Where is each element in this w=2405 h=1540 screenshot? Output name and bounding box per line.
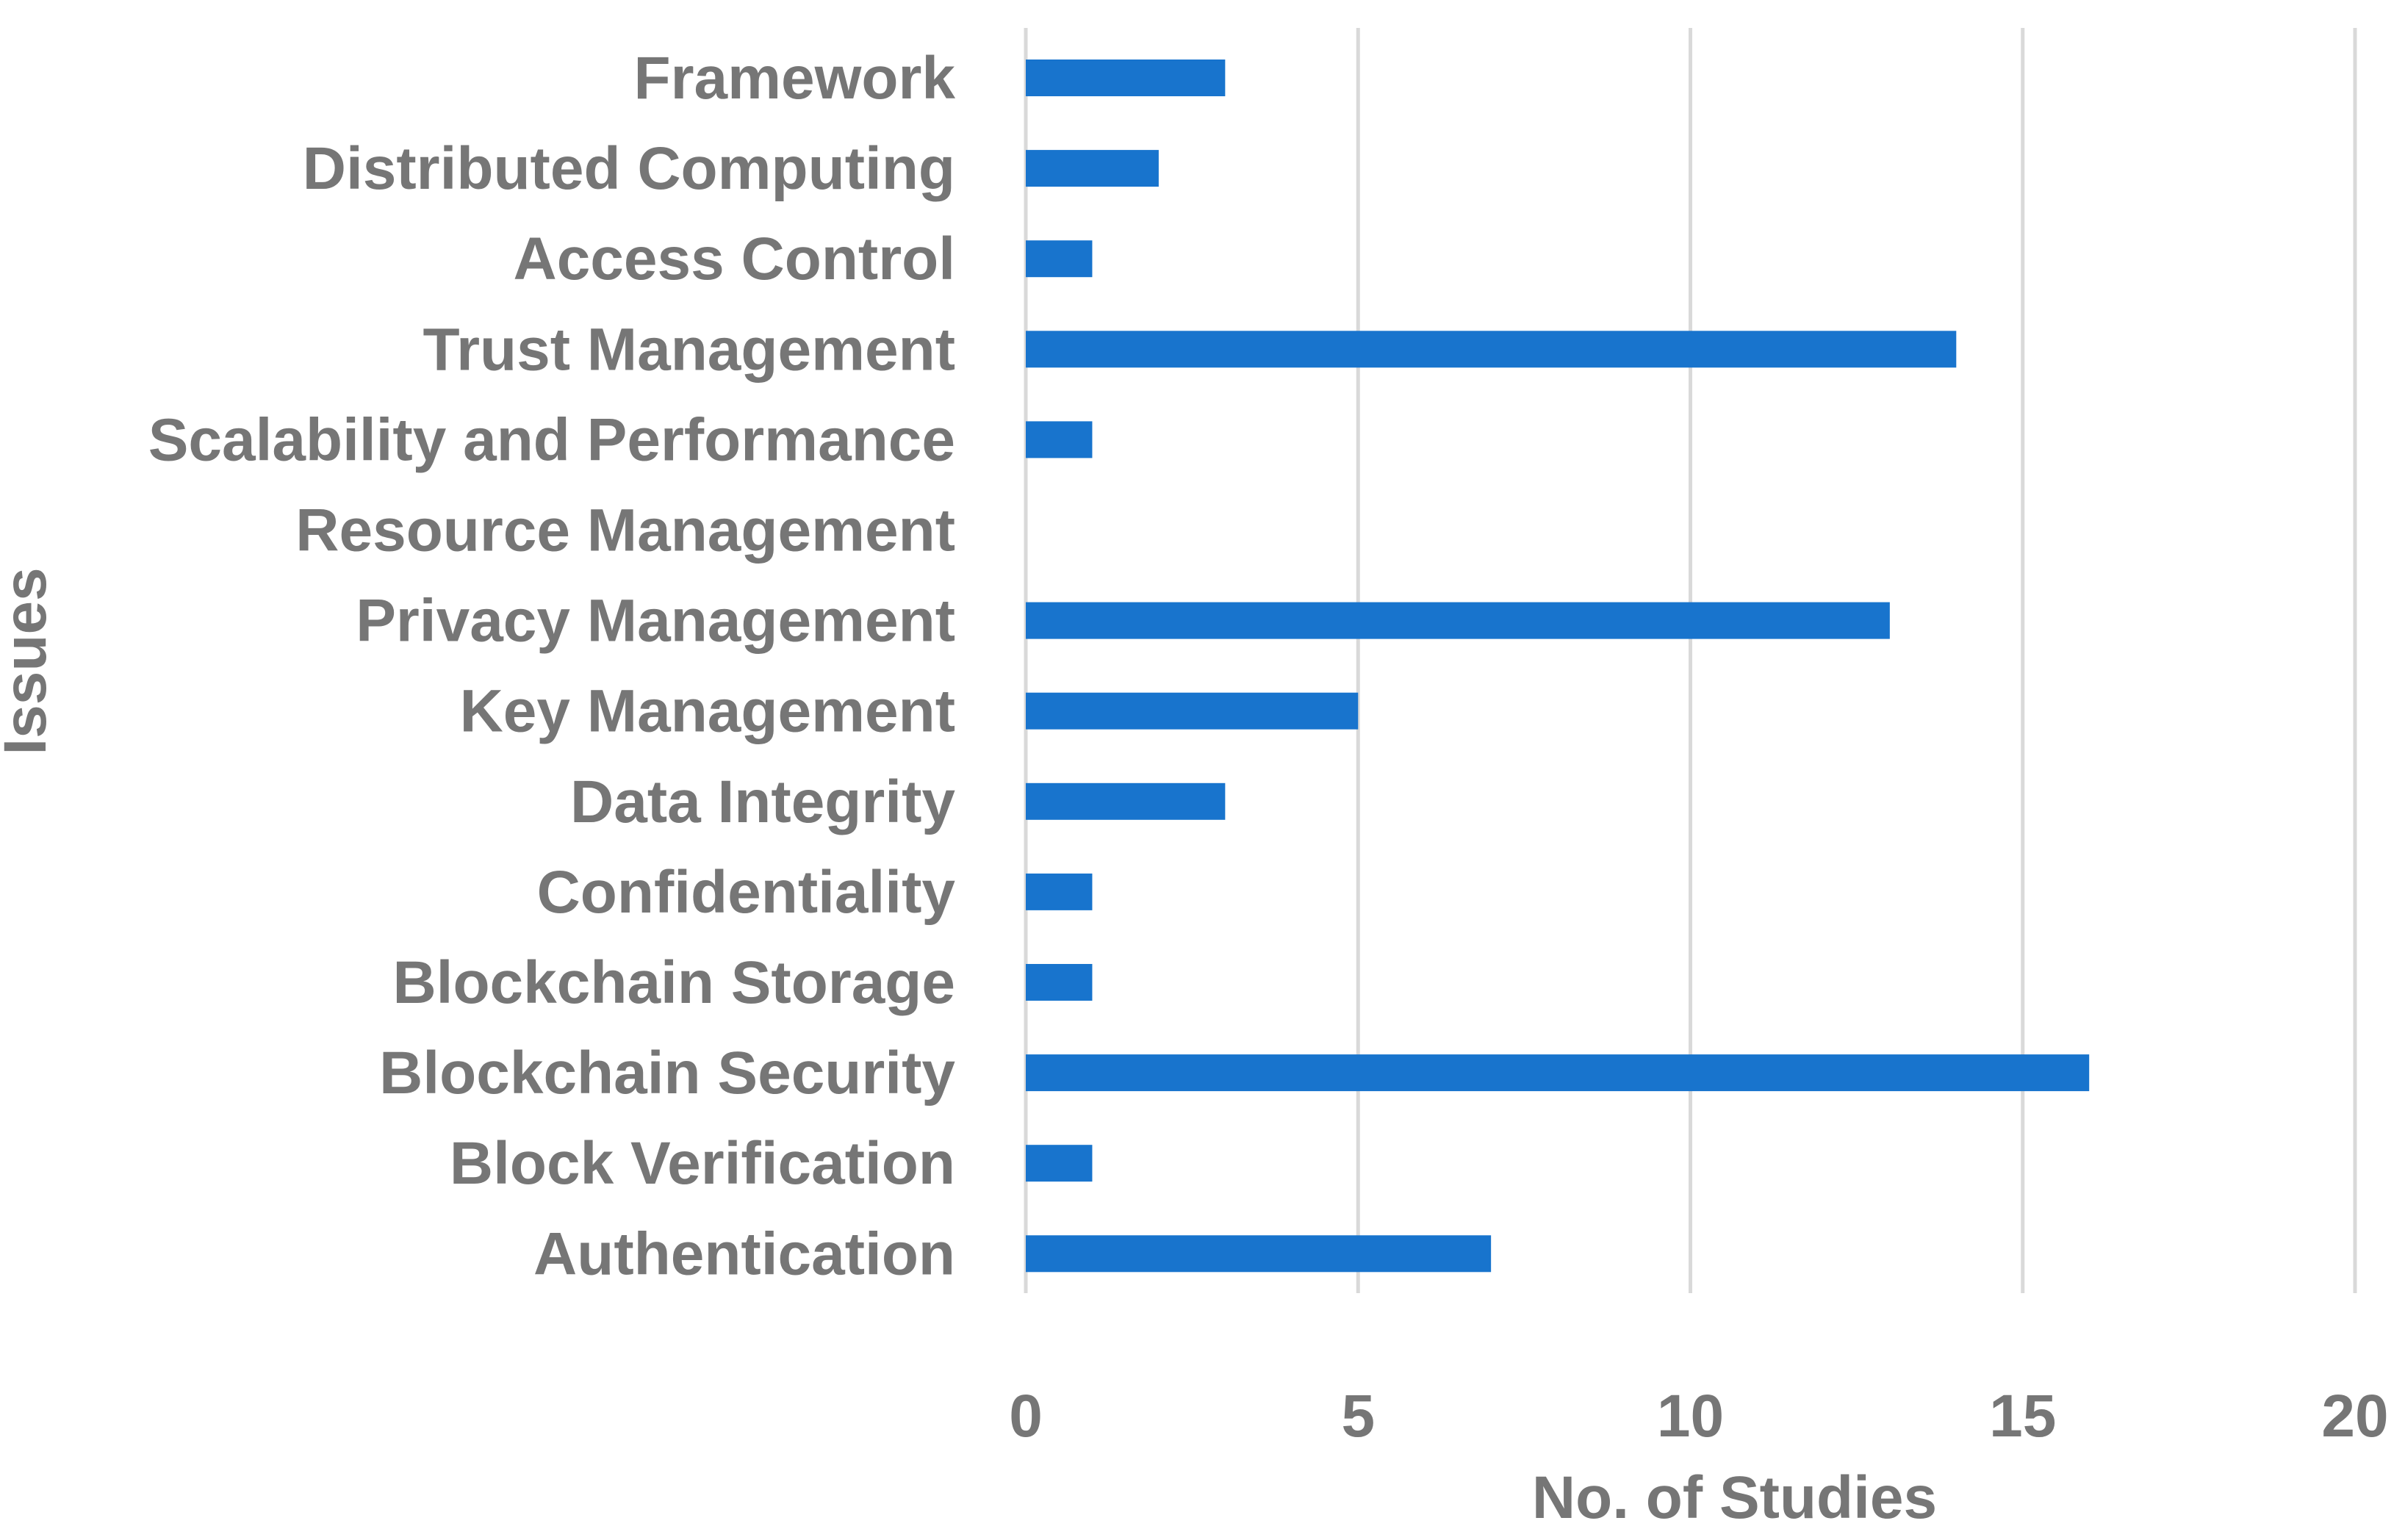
bar [1026,331,1957,368]
category-label: Distributed Computing [303,135,955,202]
bar [1026,782,1226,820]
y-axis-title: Issues [0,567,59,755]
bar [1026,60,1226,96]
gridlines [1024,28,2357,1293]
x-tick-label: 5 [1341,1383,1375,1450]
category-label: Trust Management [423,316,955,383]
x-tick-label: 20 [2321,1383,2388,1450]
category-label: Blockchain Storage [392,949,955,1016]
x-tick-label: 10 [1657,1383,1724,1450]
category-label: Confidentiality [537,859,956,926]
bar [1026,602,1890,639]
bar [1026,150,1159,187]
x-tick-label: 0 [1009,1383,1043,1450]
category-label: Data Integrity [570,769,955,835]
category-label: Framework [633,45,955,112]
x-tick-labels: 0 5 10 15 20 [1009,1383,2388,1450]
category-label: Block Verification [450,1130,955,1197]
bar [1026,964,1093,1001]
x-tick-label: 15 [1989,1383,2056,1450]
bar [1026,421,1093,458]
bar [1026,1235,1492,1273]
bar [1026,1054,2090,1092]
category-label: Resource Management [295,497,955,564]
bar [1026,240,1093,278]
x-axis-title: No. of Studies [1532,1464,1937,1531]
bars [1026,60,2090,1273]
bar [1026,1145,1093,1182]
bar [1026,873,1093,910]
category-label: Authentication [533,1220,955,1287]
category-label: Scalability and Performance [148,406,955,473]
category-labels: Framework Distributed Computing Access Con… [148,45,956,1287]
category-label: Key Management [460,678,955,745]
category-label: Privacy Management [356,588,955,655]
category-label: Access Control [513,226,955,292]
bar [1026,692,1359,730]
category-label: Blockchain Security [379,1040,955,1107]
